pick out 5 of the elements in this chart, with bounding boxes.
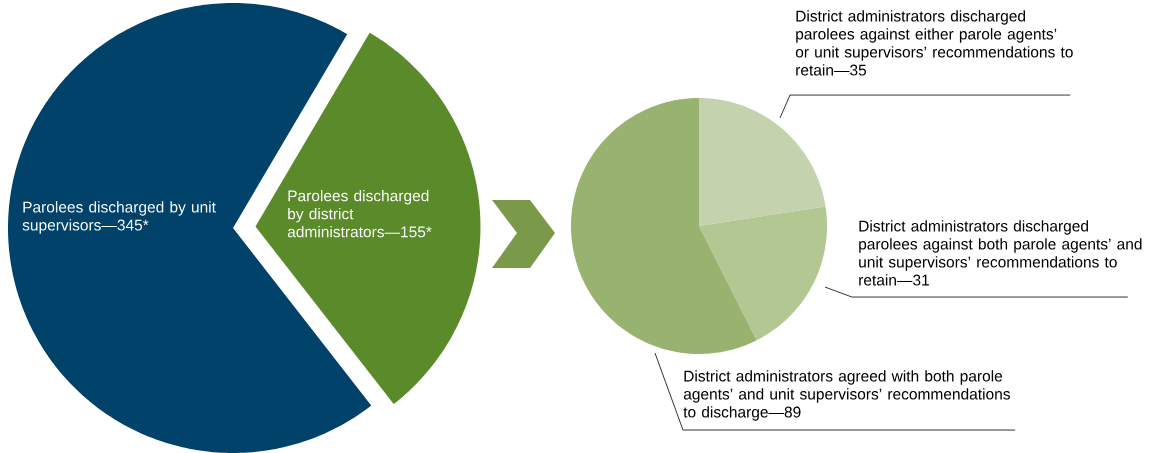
- slice-label: District administrators discharged parolees against both parole agents’ and unit supervisors’ recommendations to retain—31: [859, 220, 1142, 286]
- slice-label: Parolees discharged by district administrators—155*: [287, 189, 432, 238]
- slice-label: District administrators agreed with both parole agents’ and unit supervisors’ recommendations to discharge—89: [683, 370, 1010, 421]
- slice-label: Parolees discharged by unit supervisors—345*: [22, 201, 216, 234]
- slice-label: District administrators discharged parolees against either parole agents’ or unit supervisors’ recommendations to retain—35: [795, 10, 1073, 76]
